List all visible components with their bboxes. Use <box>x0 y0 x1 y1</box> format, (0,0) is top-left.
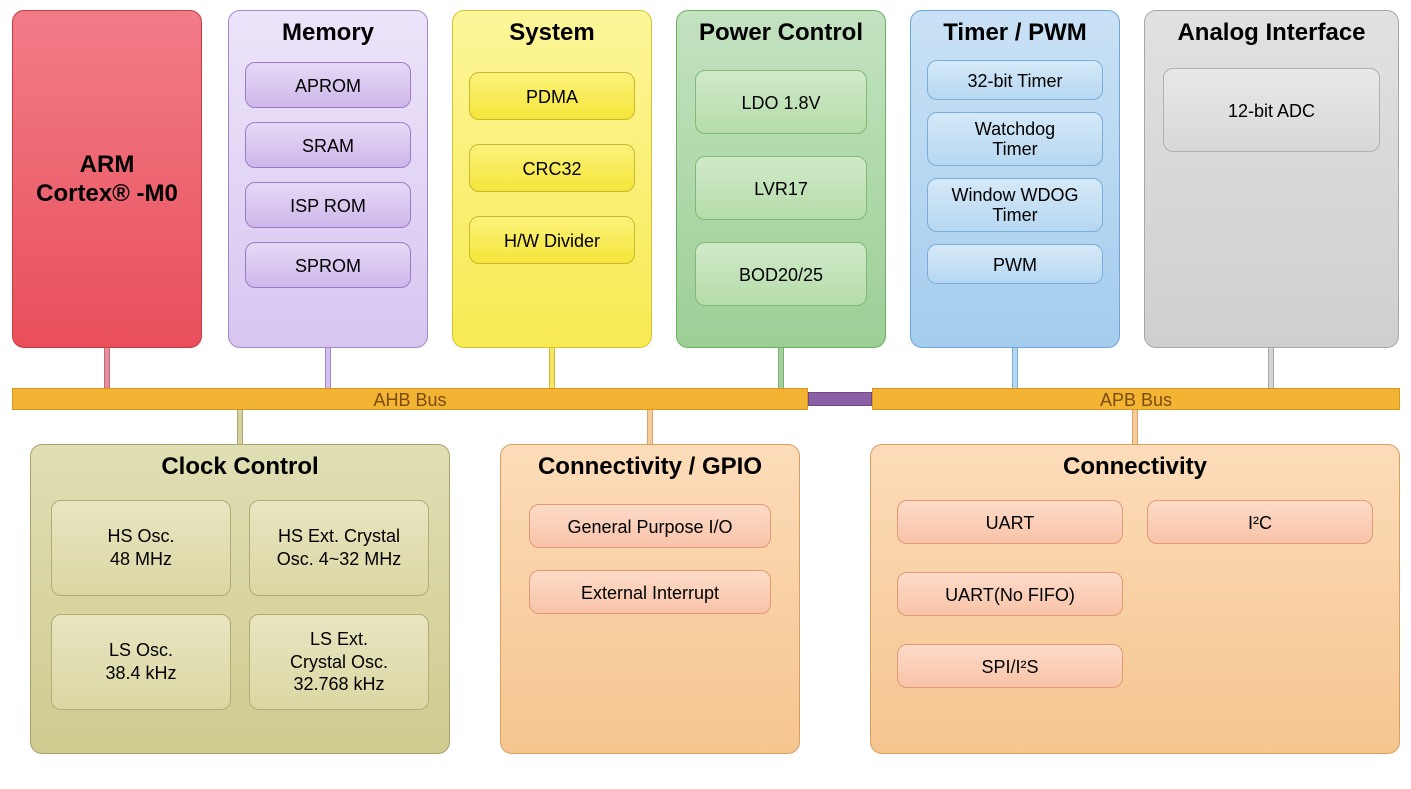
inner-item: LDO 1.8V <box>695 70 867 134</box>
block-title: ARM Cortex® ‑M0 <box>13 11 201 209</box>
inner-item: General Purpose I/O <box>529 504 771 548</box>
ahb-bus: AHB Bus <box>12 388 808 410</box>
apb-bus: APB Bus <box>872 388 1400 410</box>
block-title: Connectivity / GPIO <box>501 445 799 482</box>
connector-stem <box>1268 348 1274 388</box>
block-analog: Analog Interface 12-bit ADC <box>1144 10 1399 348</box>
block-title: System <box>453 11 651 48</box>
inner-item: BOD20/25 <box>695 242 867 306</box>
inner-item: LVR17 <box>695 156 867 220</box>
inner-item: SPI/I²S <box>897 644 1123 688</box>
inner-item: Window WDOG Timer <box>927 178 1103 232</box>
inner-item: LS Ext. Crystal Osc. 32.768 kHz <box>249 614 429 710</box>
connector-stem <box>237 410 243 444</box>
inner-item: 32-bit Timer <box>927 60 1103 100</box>
block-conn_gpio: Connectivity / GPIO General Purpose I/O Ex… <box>500 444 800 754</box>
connector-stem <box>1132 410 1138 444</box>
inner-item: 12-bit ADC <box>1163 68 1380 152</box>
inner-item: LS Osc. 38.4 kHz <box>51 614 231 710</box>
inner-item: UART(No FIFO) <box>897 572 1123 616</box>
inner-item: UART <box>897 500 1123 544</box>
block-title: Power Control <box>677 11 885 48</box>
inner-item: Watchdog Timer <box>927 112 1103 166</box>
connector-stem <box>647 410 653 444</box>
connector-stem <box>1012 348 1018 388</box>
block-title: Clock Control <box>31 445 449 482</box>
inner-item: CRC32 <box>469 144 635 192</box>
connector-stem <box>778 348 784 388</box>
block-system: System PDMA CRC32 H/W Divider <box>452 10 652 348</box>
bus-bridge <box>808 392 872 406</box>
connector-stem <box>325 348 331 388</box>
block-arm: ARM Cortex® ‑M0 <box>12 10 202 348</box>
block-title: Connectivity <box>871 445 1399 482</box>
inner-item: HS Osc. 48 MHz <box>51 500 231 596</box>
inner-item: SRAM <box>245 122 411 168</box>
block-connectivity: Connectivity UART UART(No FIFO) SPI/I²S I²C <box>870 444 1400 754</box>
inner-item: ISP ROM <box>245 182 411 228</box>
inner-item: I²C <box>1147 500 1373 544</box>
block-clock: Clock Control HS Osc. 48 MHzHS Ext. Cryst… <box>30 444 450 754</box>
block-title: Memory <box>229 11 427 48</box>
block-timer: Timer / PWM 32-bit Timer Watchdog Timer Win… <box>910 10 1120 348</box>
block-power: Power Control LDO 1.8V LVR17 BOD20/25 <box>676 10 886 348</box>
inner-item: APROM <box>245 62 411 108</box>
block-memory: Memory APROM SRAM ISP ROM SPROM <box>228 10 428 348</box>
connector-stem <box>549 348 555 388</box>
inner-item: HS Ext. Crystal Osc. 4~32 MHz <box>249 500 429 596</box>
block-title: Analog Interface <box>1145 11 1398 48</box>
inner-item: H/W Divider <box>469 216 635 264</box>
connector-stem <box>104 348 110 388</box>
inner-item: SPROM <box>245 242 411 288</box>
block-title: Timer / PWM <box>911 11 1119 48</box>
inner-item: PDMA <box>469 72 635 120</box>
inner-item: External Interrupt <box>529 570 771 614</box>
inner-item: PWM <box>927 244 1103 284</box>
